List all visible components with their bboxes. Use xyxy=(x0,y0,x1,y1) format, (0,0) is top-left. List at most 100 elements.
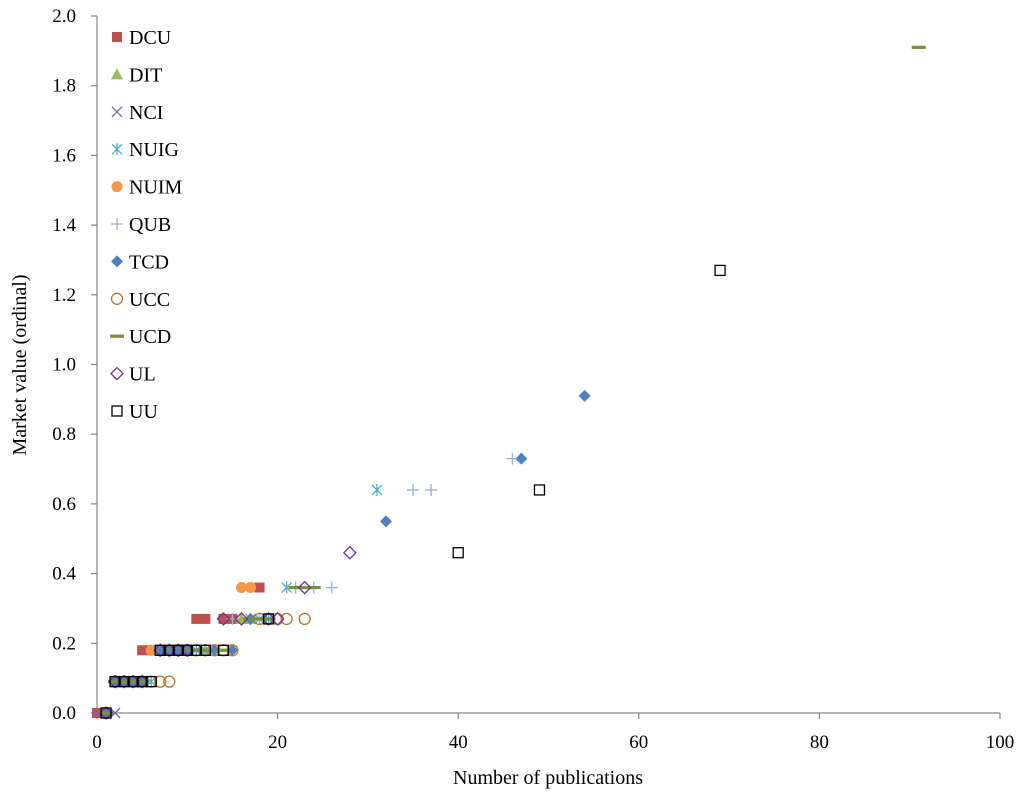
legend-item-qub: QUB xyxy=(111,214,171,236)
data-point xyxy=(117,680,132,684)
series-dit xyxy=(100,612,257,718)
legend-label: UL xyxy=(129,364,156,386)
legend-label: NUIM xyxy=(129,177,183,199)
y-tick-label: 0.6 xyxy=(52,494,76,515)
data-point xyxy=(109,675,121,688)
y-tick-label: 1.8 xyxy=(52,76,76,97)
data-point xyxy=(342,545,357,560)
data-point xyxy=(172,644,184,656)
data-points xyxy=(91,45,926,720)
legend-label: DIT xyxy=(129,64,162,86)
legend-marker xyxy=(110,366,124,381)
legend-marker xyxy=(110,292,124,305)
series-ucc xyxy=(99,612,311,720)
data-point xyxy=(100,707,112,719)
y-tick-label: 0.0 xyxy=(52,703,76,724)
legend: DCU DIT NCI NUIG NUIM QUB TCD UCC UCD UL UU xyxy=(110,27,183,423)
y-tick-label: 0.2 xyxy=(52,633,76,654)
data-point xyxy=(226,612,239,625)
data-point xyxy=(118,675,130,688)
legend-marker xyxy=(112,32,122,42)
data-point xyxy=(180,648,195,652)
data-point xyxy=(216,611,231,626)
data-point xyxy=(226,644,239,657)
legend-item-dcu: DCU xyxy=(112,27,172,49)
legend-label: DCU xyxy=(129,27,172,49)
legend-marker xyxy=(111,218,123,230)
y-axis-ticks: 0.0 0.2 0.4 0.6 0.8 1.0 1.2 1.4 1.6 1.8 2.0 xyxy=(52,6,97,724)
series-uu xyxy=(100,264,726,719)
data-point xyxy=(261,611,276,626)
data-point xyxy=(252,617,267,621)
legend-item-ucd: UCD xyxy=(110,326,171,348)
data-point xyxy=(163,675,176,688)
data-point xyxy=(126,680,141,684)
data-point xyxy=(163,644,175,656)
data-point xyxy=(99,711,114,715)
data-point xyxy=(452,547,464,559)
data-point xyxy=(280,612,293,626)
data-point xyxy=(190,644,202,656)
y-tick-label: 1.4 xyxy=(52,215,76,236)
data-point xyxy=(245,582,257,594)
data-point xyxy=(181,644,193,656)
data-point xyxy=(298,612,311,626)
y-tick-label: 1.6 xyxy=(52,145,76,166)
y-tick-label: 2.0 xyxy=(52,6,76,27)
data-point xyxy=(137,645,148,656)
data-point xyxy=(198,648,213,652)
legend-marker xyxy=(111,106,123,118)
data-point xyxy=(515,452,528,465)
data-point xyxy=(135,680,150,684)
legend-marker xyxy=(111,143,123,156)
legend-marker xyxy=(111,181,123,193)
x-tick-label: 20 xyxy=(268,732,287,753)
data-point xyxy=(91,707,103,719)
data-point xyxy=(216,648,231,652)
data-point xyxy=(407,483,420,496)
data-point xyxy=(162,648,177,652)
series-ucd xyxy=(99,45,926,715)
data-point xyxy=(208,644,221,657)
data-point xyxy=(191,613,202,624)
x-tick-label: 40 xyxy=(449,732,468,753)
data-point xyxy=(189,648,204,652)
data-point xyxy=(254,582,265,593)
data-point xyxy=(714,264,726,277)
data-point xyxy=(145,675,157,688)
data-point xyxy=(108,680,123,684)
legend-item-dit: DIT xyxy=(111,64,162,86)
data-point xyxy=(235,582,247,594)
y-tick-label: 1.2 xyxy=(52,285,76,306)
legend-item-nci: NCI xyxy=(111,102,163,124)
legend-item-ucc: UCC xyxy=(110,289,170,311)
legend-item-nuig: NUIG xyxy=(111,139,179,161)
data-point xyxy=(234,611,249,626)
data-point xyxy=(109,707,121,719)
data-point xyxy=(261,617,276,621)
legend-label: TCD xyxy=(129,251,169,273)
x-tick-label: 100 xyxy=(986,732,1015,753)
x-tick-label: 80 xyxy=(810,732,829,753)
x-axis-ticks: 0 20 40 60 80 100 xyxy=(92,713,1014,753)
data-point xyxy=(145,644,157,656)
data-point xyxy=(371,483,383,496)
legend-item-tcd: TCD xyxy=(111,251,169,273)
data-point xyxy=(154,675,167,688)
y-tick-label: 0.4 xyxy=(52,564,76,585)
data-point xyxy=(154,644,166,656)
data-point xyxy=(136,675,148,688)
data-point xyxy=(199,644,212,656)
legend-item-ul: UL xyxy=(110,364,156,386)
legend-label: UU xyxy=(129,401,158,423)
data-point xyxy=(262,613,275,625)
data-point xyxy=(325,581,338,594)
y-tick-label: 1.0 xyxy=(52,355,76,376)
legend-label: UCC xyxy=(129,289,170,311)
legend-marker xyxy=(111,405,123,417)
data-point xyxy=(288,585,303,590)
legend-label: UCD xyxy=(129,326,171,348)
legend-item-nuim: NUIM xyxy=(111,177,183,199)
data-point xyxy=(297,585,312,590)
legend-label: NCI xyxy=(129,102,163,124)
